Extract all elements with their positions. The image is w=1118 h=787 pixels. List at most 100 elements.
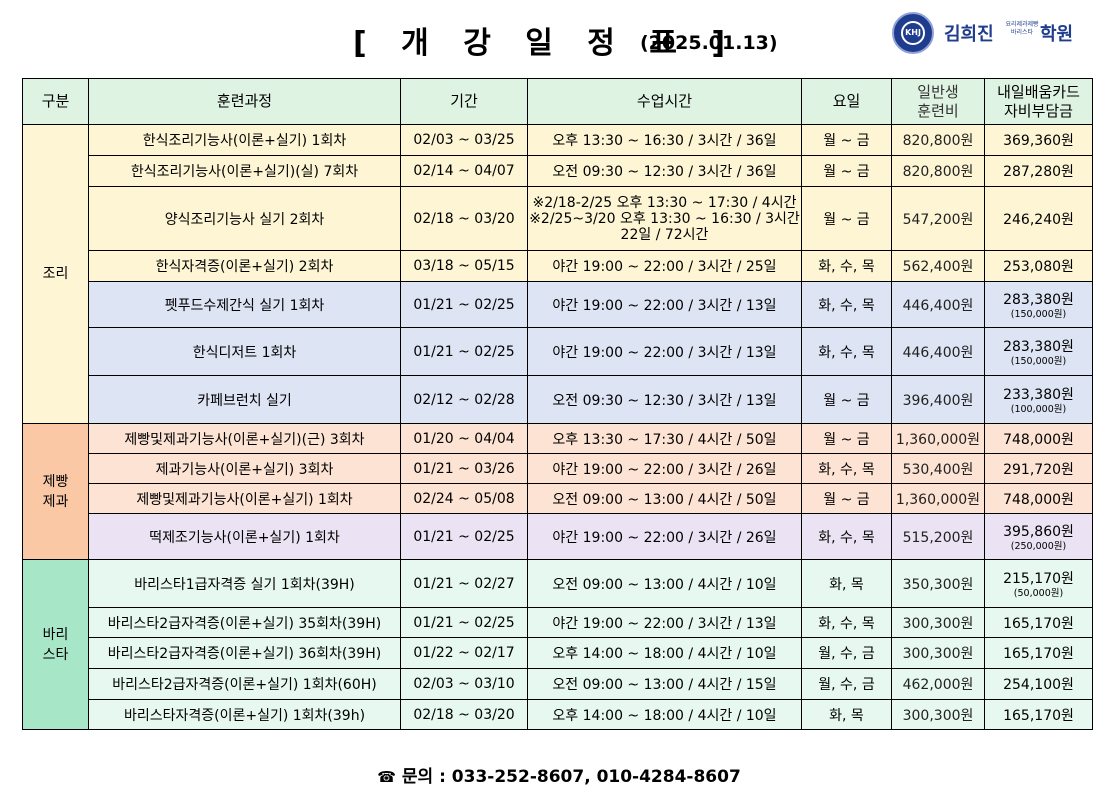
fee-card-cell: 233,380원 (100,000원)	[984, 375, 1093, 424]
fee-card-cell: 291,720원	[984, 453, 1093, 484]
weekday-cell: 화, 수, 목	[801, 513, 892, 560]
table-row: 제빵 제과 제빵및제과기능사(이론+실기)(근) 3회차 01/20 ~ 04/04…	[22, 423, 1093, 560]
course-cell: 바리스타1급자격증 실기 1회차(39H)	[88, 559, 401, 608]
fee-card-cell: 253,080원	[984, 250, 1093, 282]
header-period: 기간	[400, 78, 528, 125]
fee-general-cell: 350,300원	[891, 559, 985, 608]
fee-card-cell: 215,170원 (50,000원)	[984, 559, 1093, 608]
weekday-cell: 월 ~ 금	[801, 423, 892, 454]
fee-card-amount: 254,100원	[1003, 677, 1074, 693]
fee-card-cell: 748,000원	[984, 423, 1093, 454]
fee-general-cell: 530,400원	[891, 453, 985, 484]
fee-general-cell: 396,400원	[891, 375, 985, 424]
fee-general-cell: 515,200원	[891, 513, 985, 560]
period-cell: 02/03 ~ 03/10	[400, 668, 528, 700]
class-time-cell: 오후 13:30 ~ 16:30 / 3시간 / 36일	[527, 124, 802, 156]
class-time-cell: ※2/18-2/25 오후 13:30 ~ 17:30 / 4시간 ※2/25~…	[527, 186, 802, 251]
period-cell: 02/14 ~ 04/07	[400, 155, 528, 187]
fee-general-cell: 300,300원	[891, 699, 985, 730]
fee-card-amount: 748,000원	[1003, 491, 1074, 508]
fee-card-amount: 215,170원	[1003, 570, 1074, 587]
table-row: 바리스타2급자격증(이론+실기) 36회차(39H) 01/22 ~ 02/17 오…	[23, 637, 1093, 669]
period-cell: 02/24 ~ 05/08	[400, 483, 528, 514]
class-time-cell: 야간 19:00 ~ 22:00 / 3시간 / 13일	[527, 327, 802, 376]
page-date: (2025.01.13)	[640, 32, 778, 54]
course-cell: 펫푸드수제간식 실기 1회차	[88, 281, 401, 328]
fee-card-amount: 748,000원	[1003, 431, 1074, 448]
fee-general-cell: 446,400원	[891, 281, 985, 328]
table-row: 펫푸드수제간식 실기 1회차 01/21 ~ 02/25 야간 19:00 ~ 22…	[23, 281, 1093, 328]
table-row: 조리 한식조리기능사(이론+실기) 1회차 02/03 ~ 03/25 오후 13:3…	[22, 124, 1093, 424]
fee-card-support-note: (100,000원)	[1010, 403, 1067, 415]
period-cell: 02/03 ~ 03/25	[400, 124, 528, 156]
header-course: 훈련과정	[88, 78, 401, 125]
table-row: 제빵및제과기능사(이론+실기) 1회차 02/24 ~ 05/08 오전 09:00…	[23, 483, 1093, 514]
fee-card-cell: 165,170원	[984, 607, 1093, 638]
course-cell: 떡제조기능사(이론+실기) 1회차	[88, 513, 401, 560]
fee-card-amount: 253,080원	[1003, 259, 1074, 275]
period-cell: 01/21 ~ 02/25	[400, 281, 528, 328]
period-cell: 01/20 ~ 04/04	[400, 423, 528, 454]
class-time-cell: 오후 14:00 ~ 18:00 / 4시간 / 10일	[527, 637, 802, 669]
header-category: 구분	[22, 78, 89, 125]
table-row: 한식자격증(이론+실기) 2회차 03/18 ~ 05/15 야간 19:00 ~ …	[23, 250, 1093, 282]
table-body: 조리 한식조리기능사(이론+실기) 1회차 02/03 ~ 03/25 오후 13:3…	[22, 124, 1093, 730]
header-fee-general: 일반생 훈련비	[891, 78, 985, 125]
weekday-cell: 월 ~ 금	[801, 124, 892, 156]
fee-card-amount: 395,860원	[1003, 523, 1074, 540]
class-time-cell: 야간 19:00 ~ 22:00 / 3시간 / 26일	[527, 453, 802, 484]
header-class-time: 수업시간	[527, 78, 802, 125]
class-time-cell: 야간 19:00 ~ 22:00 / 3시간 / 25일	[527, 250, 802, 282]
table-header-row: 구분 훈련과정 기간 수업시간 요일 일반생 훈련비 내일배움카드 자비부담금	[22, 78, 1093, 125]
fee-card-amount: 233,380원	[1003, 386, 1074, 403]
course-cell: 바리스타2급자격증(이론+실기) 36회차(39H)	[88, 637, 401, 669]
course-cell: 제빵및제과기능사(이론+실기)(근) 3회차	[88, 423, 401, 454]
period-cell: 01/21 ~ 03/26	[400, 453, 528, 484]
fee-card-amount: 283,380원	[1003, 291, 1074, 308]
period-cell: 01/21 ~ 02/25	[400, 513, 528, 560]
weekday-cell: 월 ~ 금	[801, 155, 892, 187]
class-time-cell: 오전 09:00 ~ 13:00 / 4시간 / 10일	[527, 559, 802, 608]
weekday-cell: 화, 목	[801, 699, 892, 730]
fee-general-cell: 300,300원	[891, 637, 985, 669]
fee-general-cell: 1,360,000원	[891, 483, 985, 514]
header-fee-card: 내일배움카드 자비부담금	[984, 78, 1093, 125]
logo-subtitle: 요리제과제빵 바리스타	[1005, 21, 1039, 36]
period-cell: 01/21 ~ 02/27	[400, 559, 528, 608]
fee-card-cell: 283,380원 (150,000원)	[984, 281, 1093, 328]
class-time-cell: 오전 09:00 ~ 13:00 / 4시간 / 15일	[527, 668, 802, 700]
fee-general-cell: 300,300원	[891, 607, 985, 638]
period-cell: 01/22 ~ 02/17	[400, 637, 528, 669]
weekday-cell: 월, 수, 금	[801, 668, 892, 700]
fee-general-cell: 820,800원	[891, 155, 985, 187]
logo-name: 김희진	[944, 24, 994, 45]
table-row: 양식조리기능사 실기 2회차 02/18 ~ 03/20 ※2/18-2/25 오후…	[23, 186, 1093, 251]
fee-card-cell: 246,240원	[984, 186, 1093, 251]
table-row: 한식디저트 1회차 01/21 ~ 02/25 야간 19:00 ~ 22:00 /…	[23, 327, 1093, 376]
weekday-cell: 월 ~ 금	[801, 186, 892, 251]
fee-general-cell: 1,360,000원	[891, 423, 985, 454]
table-row: 카페브런치 실기 02/12 ~ 02/28 오전 09:30 ~ 12:30 / …	[23, 375, 1093, 424]
schedule-table: 구분 훈련과정 기간 수업시간 요일 일반생 훈련비 내일배움카드 자비부담금 …	[22, 78, 1093, 730]
course-cell: 한식조리기능사(이론+실기)(실) 7회차	[88, 155, 401, 187]
course-cell: 바리스타2급자격증(이론+실기) 1회차(60H)	[88, 668, 401, 700]
fee-card-support-note: (150,000원)	[1010, 308, 1067, 320]
contact-info: ☎ 문의 : 033-252-8607, 010-4284-8607	[0, 762, 1118, 787]
contact-text: 문의 : 033-252-8607, 010-4284-8607	[401, 767, 741, 787]
weekday-cell: 화, 목	[801, 559, 892, 608]
course-cell: 바리스타자격증(이론+실기) 1회차(39h)	[88, 699, 401, 730]
weekday-cell: 화, 수, 목	[801, 250, 892, 282]
class-time-cell: 오후 13:30 ~ 17:30 / 4시간 / 50일	[527, 423, 802, 454]
period-cell: 03/18 ~ 05/15	[400, 250, 528, 282]
class-time-cell: 야간 19:00 ~ 22:00 / 3시간 / 26일	[527, 513, 802, 560]
table-row: 바리스타2급자격증(이론+실기) 1회차(60H) 02/03 ~ 03/10 오전…	[23, 668, 1093, 700]
fee-card-cell: 165,170원	[984, 637, 1093, 669]
fee-card-cell: 369,360원	[984, 124, 1093, 156]
table-row: 떡제조기능사(이론+실기) 1회차 01/21 ~ 02/25 야간 19:00 ~…	[23, 513, 1093, 560]
weekday-cell: 화, 수, 목	[801, 281, 892, 328]
fee-general-cell: 562,400원	[891, 250, 985, 282]
class-time-cell: 오전 09:30 ~ 12:30 / 3시간 / 13일	[527, 375, 802, 424]
fee-card-cell: 165,170원	[984, 699, 1093, 730]
class-time-cell: 오전 09:00 ~ 13:00 / 4시간 / 50일	[527, 483, 802, 514]
class-time-cell: 야간 19:00 ~ 22:00 / 3시간 / 13일	[527, 607, 802, 638]
